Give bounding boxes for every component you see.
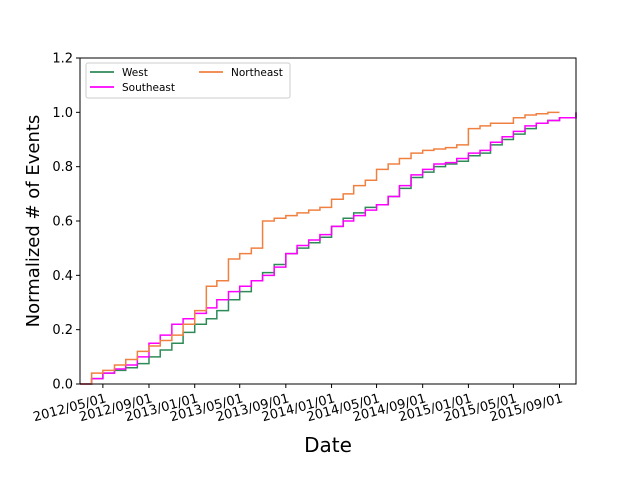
y-tick-label: 0.0 xyxy=(52,378,73,393)
legend-label-west: West xyxy=(122,67,148,79)
series-lines xyxy=(80,111,577,385)
y-axis: 0.0 0.2 0.4 0.6 0.8 1.0 1.2 xyxy=(52,52,80,393)
y-tick-label: 0.2 xyxy=(52,323,73,338)
y-tick-label: 0.4 xyxy=(52,269,73,284)
y-tick-label: 0.8 xyxy=(52,160,73,175)
legend-box xyxy=(85,62,291,99)
legend-label-southeast: Southeast xyxy=(122,82,175,94)
legend: West Southeast Northeast xyxy=(85,62,291,99)
series-line-southeast xyxy=(80,112,577,385)
x-axis-title: Date xyxy=(304,433,352,457)
y-tick-label: 0.6 xyxy=(52,215,73,230)
y-axis-title: Normalized # of Events xyxy=(23,115,44,328)
legend-label-northeast: Northeast xyxy=(231,67,283,79)
series-line-northeast xyxy=(80,111,560,385)
plot-area xyxy=(80,111,577,385)
y-tick-label: 1.2 xyxy=(52,52,73,67)
y-tick-label: 1.0 xyxy=(52,106,73,121)
